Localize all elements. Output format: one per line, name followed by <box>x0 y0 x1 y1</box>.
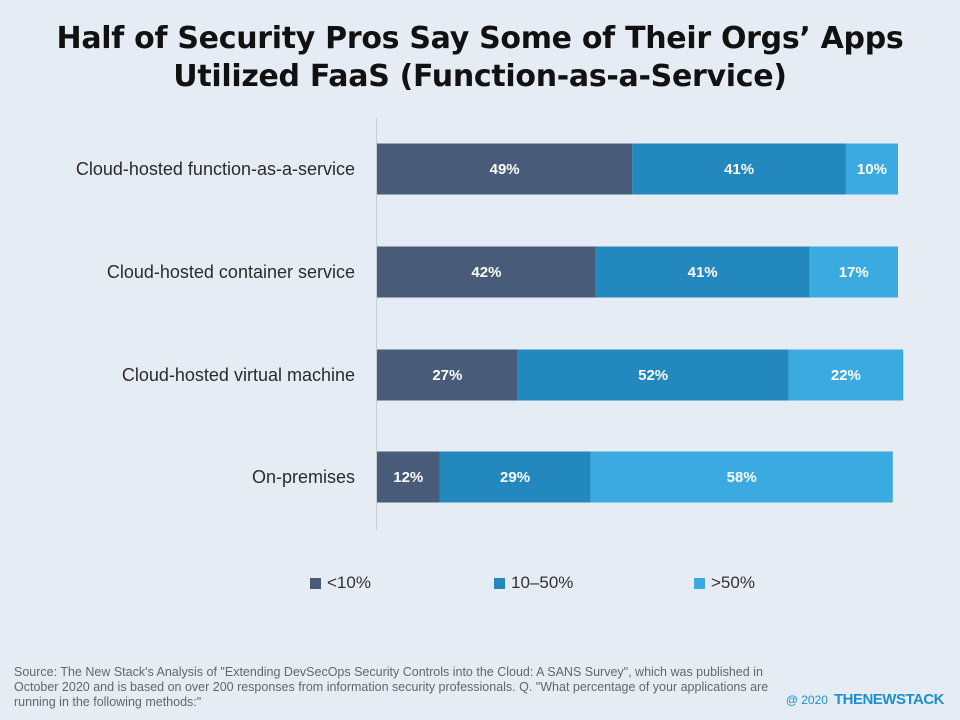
category-label: Cloud-hosted function-as-a-service <box>76 159 355 179</box>
data-label: 42% <box>471 264 501 281</box>
bar-segment <box>439 451 591 503</box>
chart-title-line-1: Half of Security Pros Say Some of Their … <box>56 21 904 56</box>
legend-item-over-50: >50% <box>694 573 755 593</box>
bar-segment <box>788 349 904 401</box>
legend-swatch <box>494 577 505 589</box>
category-label: Cloud-hosted container service <box>107 262 355 282</box>
data-label: 52% <box>638 367 668 384</box>
data-label: 17% <box>839 264 869 281</box>
bar-segment <box>809 246 898 298</box>
data-label: 29% <box>500 469 530 486</box>
brand-mark: @ 2020 THENEWSTACK <box>785 691 945 708</box>
legend-item-under-10: <10% <box>310 573 371 593</box>
data-label: 22% <box>831 367 861 384</box>
data-label: 41% <box>724 161 754 178</box>
bar-segment <box>595 246 810 298</box>
bar-segment <box>377 451 440 503</box>
legend-swatch <box>694 577 705 589</box>
data-label: 58% <box>727 469 757 486</box>
copyright-text: @ 2020 <box>785 693 828 707</box>
bar-segment <box>377 246 596 298</box>
bar-segment <box>632 143 846 195</box>
data-label: 27% <box>432 367 462 384</box>
legend-swatch <box>310 577 321 589</box>
category-label: On-premises <box>252 467 355 487</box>
legend-label: >50% <box>711 573 755 592</box>
bar-segment <box>590 451 893 503</box>
legend-label: <10% <box>327 573 371 592</box>
data-label: 49% <box>490 161 520 178</box>
chart-title-line-2: Utilized FaaS (Function-as-a-Service) <box>173 59 787 94</box>
source-footnote: Source: The New Stack's Analysis of "Ext… <box>14 665 769 709</box>
the-new-stack-logo: THENEWSTACK <box>833 691 945 708</box>
bar-segment <box>377 143 633 195</box>
chart-title: Half of Security Pros Say Some of Their … <box>0 20 960 96</box>
bar-segment <box>377 349 518 401</box>
data-label: 12% <box>393 469 423 486</box>
bar-segment <box>845 143 898 195</box>
data-label: 10% <box>857 161 887 178</box>
category-label: Cloud-hosted virtual machine <box>122 365 355 385</box>
chart-legend: <10% 10–50% >50% <box>0 573 960 597</box>
bar-segment <box>517 349 789 401</box>
legend-item-10-to-50: 10–50% <box>494 573 573 593</box>
data-label: 41% <box>688 264 718 281</box>
legend-label: 10–50% <box>511 573 574 592</box>
